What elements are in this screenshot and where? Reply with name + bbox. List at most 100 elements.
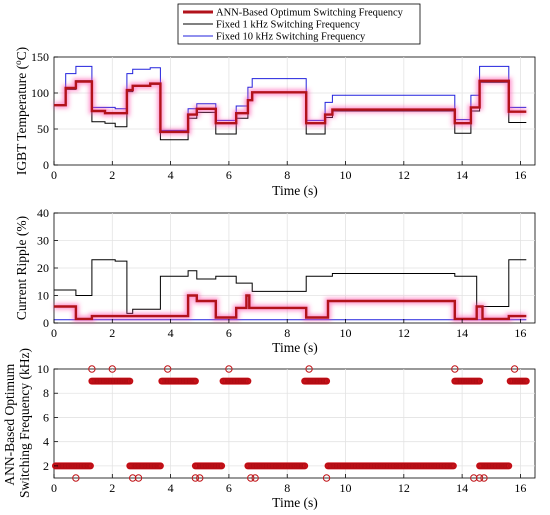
frequency-point [126,378,133,385]
series-line-ann [54,79,527,134]
frequency-point [430,462,436,469]
frequency-point [403,462,410,469]
frequency-point [415,462,422,469]
frequency-point [231,378,238,385]
frequency-point [93,378,100,385]
frequency-point [135,462,142,469]
frequency-point [211,462,218,469]
frequency-point [204,462,210,469]
frequency-point [128,462,135,469]
frequency-point [301,378,308,385]
frequency-point [107,378,114,385]
frequency-point [335,462,342,469]
frequency-point [349,462,356,469]
y-tick-label: 150 [31,50,49,64]
frequency-point [453,378,460,385]
frequency-point [87,462,94,469]
frequency-point [338,462,345,469]
frequency-point [440,462,447,469]
frequency-outlier-point [163,365,172,373]
frequency-point [86,462,92,469]
frequency-point [214,462,221,469]
frequency-point [99,378,106,385]
frequency-point [297,462,304,469]
x-tick-label: 12 [398,481,410,495]
frequency-point [201,462,208,469]
frequency-point [322,378,329,385]
frequency-point [69,462,76,469]
x-tick-label: 14 [456,481,468,495]
frequency-point [246,462,253,469]
frequency-point [193,462,200,469]
frequency-point [424,462,431,469]
frequency-point [406,462,413,469]
frequency-point [383,462,390,469]
frequency-point [72,462,79,469]
frequency-point [371,462,378,469]
x-tick-label: 8 [284,326,290,340]
temperature-chart-ylabel-text: IGBT Temperature ( [14,64,29,175]
frequency-point [139,462,146,469]
frequency-point [389,462,396,469]
y-tick-label: 10 [37,289,49,303]
frequency-point [113,378,120,385]
frequency-point [64,462,71,469]
frequency-point [233,378,240,385]
frequency-point [169,378,176,385]
frequency-point [523,378,530,385]
frequency-point [370,462,377,469]
frequency-outlier-point [191,474,200,482]
frequency-point [381,462,388,469]
frequency-point [252,462,259,469]
frequency-point [287,462,294,469]
x-tick-label: 10 [340,326,352,340]
legend: ANN-Based Optimum Switching Frequency Fi… [177,3,421,45]
frequency-point [342,462,349,469]
x-tick-label: 16 [514,168,526,182]
frequency-point [174,378,181,385]
frequency-point [281,462,288,469]
frequency-point [138,462,145,469]
frequency-point [268,462,275,469]
frequency-point [492,462,499,469]
y-tick-label: 6 [43,410,49,424]
frequency-outlier-point [134,474,143,482]
frequency-point [71,462,78,469]
frequency-point [240,378,247,385]
frequency-outlier-point [475,474,484,482]
frequency-point [118,378,124,385]
frequency-point [473,378,480,385]
x-tick-label: 2 [109,326,115,340]
frequency-point [432,462,439,469]
frequency-point [521,378,528,385]
frequency-point [450,462,457,469]
x-tick-label: 8 [284,168,290,182]
frequency-point [91,378,98,385]
frequency-point [199,462,206,469]
frequency-point [463,378,470,385]
frequency-point [510,378,517,385]
frequency-point [326,462,333,469]
frequency-point [301,462,308,469]
frequency-point [202,462,209,469]
frequency-point [323,378,330,385]
frequency-point [291,462,298,469]
frequency-point [351,462,358,469]
frequency-point [341,462,348,469]
frequency-point [126,462,133,469]
frequency-point [260,462,267,469]
frequency-point [361,462,368,469]
frequency-point [103,378,110,385]
frequency-point [215,462,222,469]
frequency-point [250,462,257,469]
current-ripple-chart-ylabel: Current Ripple (%) [14,216,29,320]
frequency-point [428,462,435,469]
frequency-point [189,378,196,385]
frequency-point [418,462,425,469]
frequency-point [172,378,178,385]
y-tick-label: 50 [37,122,49,136]
frequency-point [195,462,202,469]
frequency-point [354,462,361,469]
frequency-point [364,462,371,469]
frequency-point [52,462,59,469]
